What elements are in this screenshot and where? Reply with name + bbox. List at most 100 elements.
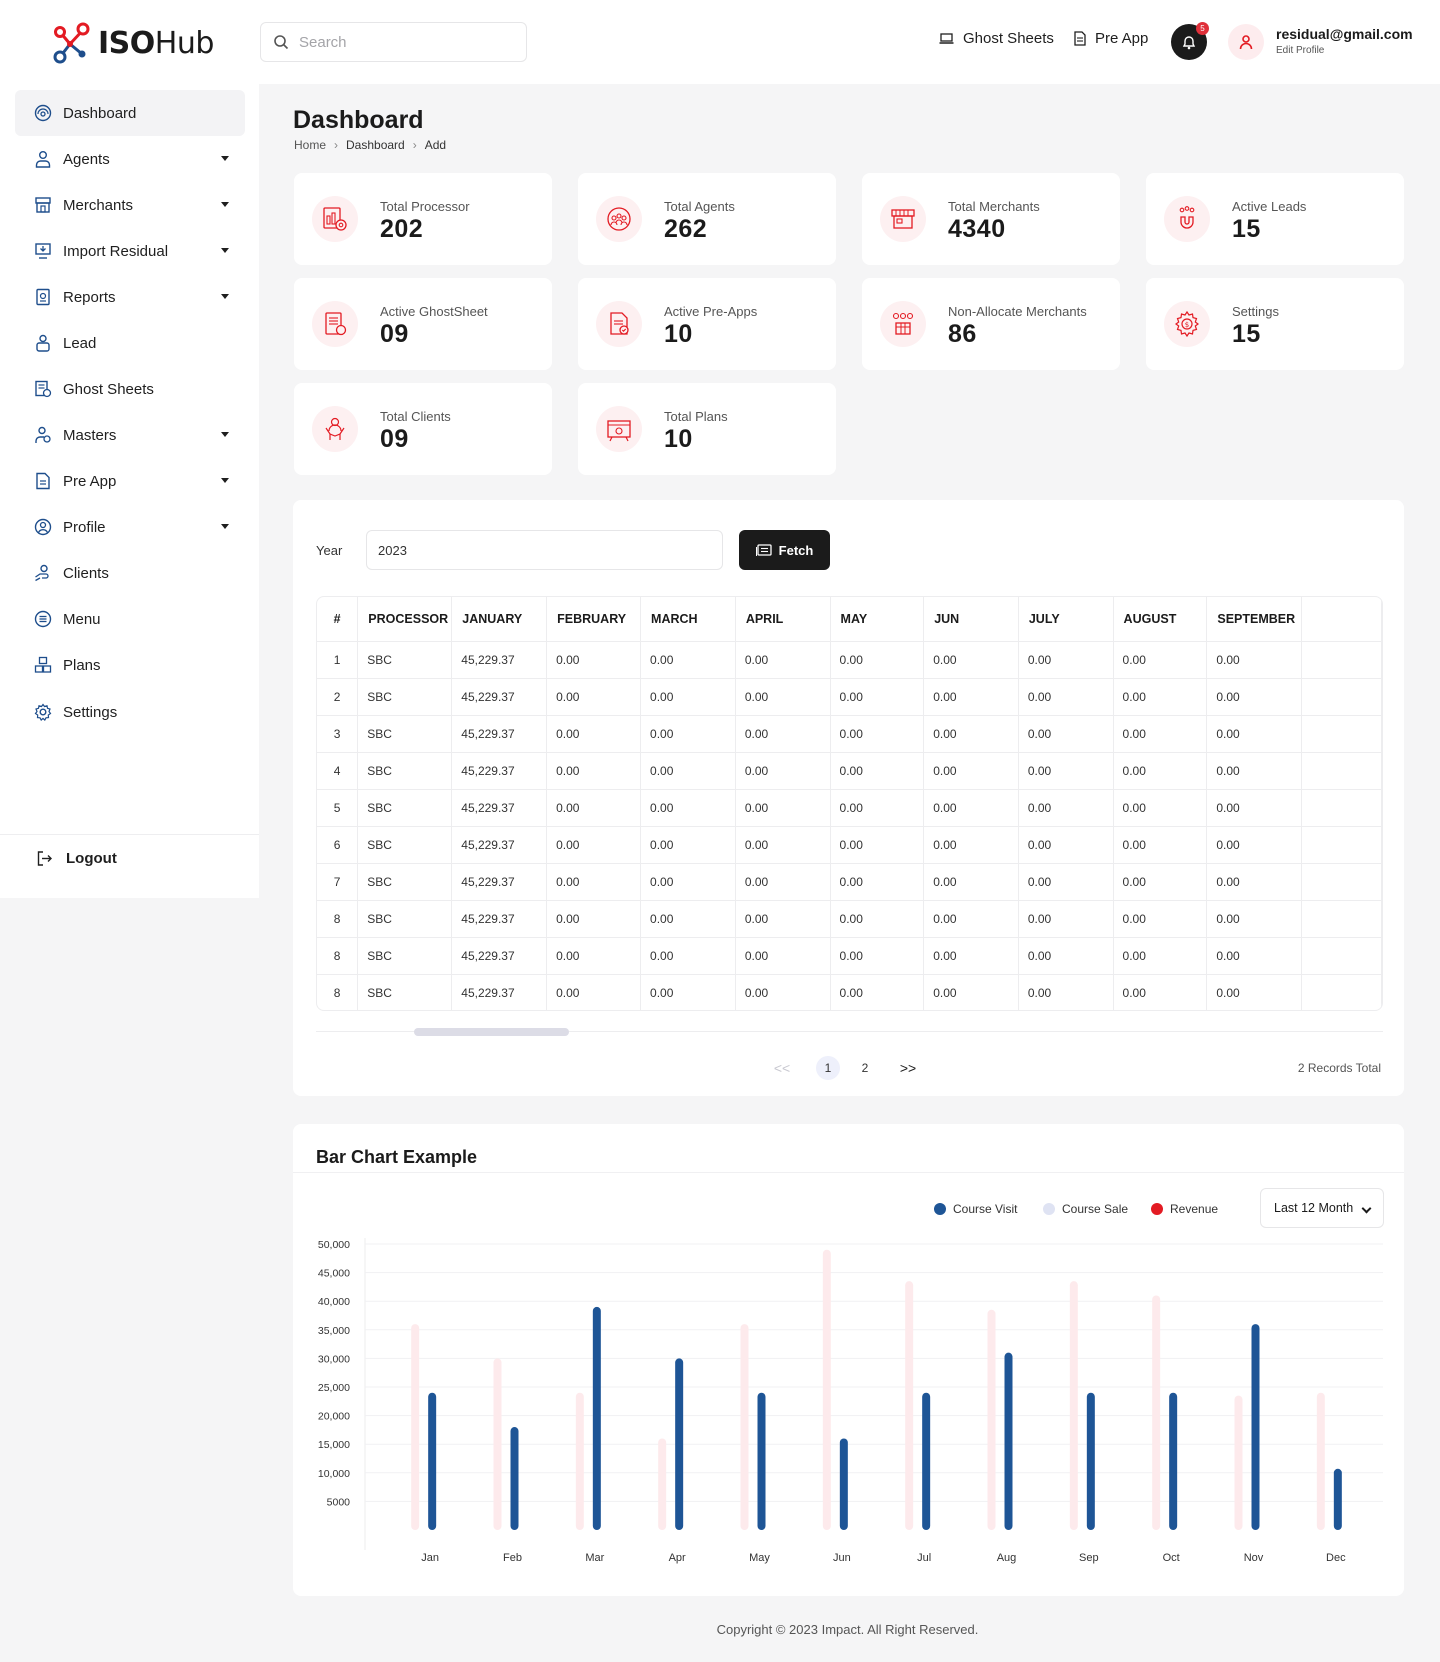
pagination-page-1[interactable]: 1 (816, 1056, 840, 1080)
sidebar-item-settings[interactable]: Settings (15, 689, 245, 735)
stat-label: Active GhostSheet (380, 304, 488, 319)
stat-card-settings[interactable]: $ Settings 15 (1146, 278, 1404, 370)
logout-button[interactable]: Logout (36, 850, 117, 867)
table-cell: 0.00 (735, 974, 831, 1010)
table-cell: 0.00 (1018, 715, 1114, 753)
lead-icon (33, 333, 53, 353)
column-header[interactable]: FEBRUARY (546, 597, 642, 642)
sidebar-item-merchants[interactable]: Merchants (15, 182, 245, 228)
bar-revenue (411, 1324, 420, 1530)
search-input[interactable] (299, 33, 499, 51)
stat-value: 262 (664, 215, 708, 243)
stat-card-active-ghostsheet[interactable]: Active GhostSheet 09 (294, 278, 552, 370)
laptop-icon (939, 33, 954, 44)
stat-card-active-pre-apps[interactable]: Active Pre-Apps 10 (578, 278, 836, 370)
column-header[interactable]: APRIL (735, 597, 831, 642)
table-row[interactable]: 7 SBC 45,229.37 0.00 0.00 0.00 0.00 0.00 0.00 0.0… (317, 863, 1382, 901)
sidebar: Dashboard Agents Merchants Import Residu… (0, 84, 259, 898)
column-header[interactable]: JUN (923, 597, 1019, 642)
sidebar-item-lead[interactable]: Lead (15, 320, 245, 366)
fetch-button[interactable]: Fetch (739, 530, 830, 570)
bar-revenue (493, 1358, 502, 1530)
edit-profile-link[interactable]: Edit Profile (1276, 45, 1325, 56)
table-row[interactable]: 5 SBC 45,229.37 0.00 0.00 0.00 0.00 0.00 0.00 0.0… (317, 789, 1382, 827)
stat-card-total-agents[interactable]: Total Agents 262 (578, 173, 836, 265)
document-icon (33, 471, 53, 491)
column-header[interactable]: SEPTEMBER (1206, 597, 1303, 642)
ghost-sheets-link[interactable]: Ghost Sheets (939, 30, 1054, 47)
stat-card-total-processor[interactable]: Total Processor 202 (294, 173, 552, 265)
sidebar-item-reports[interactable]: Reports (15, 274, 245, 320)
year-input[interactable] (366, 530, 723, 570)
sidebar-item-menu[interactable]: Menu (15, 596, 245, 642)
bell-icon (1182, 36, 1196, 50)
column-header[interactable]: AUGUST (1113, 597, 1208, 642)
column-header[interactable]: PROCESSOR (357, 597, 453, 642)
column-header[interactable]: MARCH (640, 597, 736, 642)
sidebar-item-dashboard[interactable]: Dashboard (15, 90, 245, 136)
column-header[interactable]: MAY (830, 597, 925, 642)
stat-card-total-clients[interactable]: Total Clients 09 (294, 383, 552, 475)
legend-dot (1151, 1203, 1163, 1215)
table-cell: 0.00 (546, 678, 642, 716)
table-row[interactable]: 4 SBC 45,229.37 0.00 0.00 0.00 0.00 0.00 0.00 0.0… (317, 752, 1382, 790)
table-cell: SBC (357, 937, 453, 975)
legend-revenue[interactable]: Revenue (1151, 1202, 1218, 1216)
table-cell: 0.00 (1018, 974, 1114, 1010)
column-header[interactable]: JANUARY (451, 597, 548, 642)
pagination-prev-button[interactable]: << (773, 1060, 791, 1076)
gear-icon (33, 702, 53, 722)
sidebar-item-pre-app[interactable]: Pre App (15, 458, 245, 504)
table-row[interactable]: 3 SBC 45,229.37 0.00 0.00 0.00 0.00 0.00 0.00 0.0… (317, 715, 1382, 753)
table-row[interactable]: 8 SBC 45,229.37 0.00 0.00 0.00 0.00 0.00 0.00 0.0… (317, 937, 1382, 975)
notification-button[interactable]: 5 (1171, 22, 1209, 60)
sidebar-item-ghost-sheets[interactable]: Ghost Sheets (15, 366, 245, 412)
table-row[interactable]: 8 SBC 45,229.37 0.00 0.00 0.00 0.00 0.00 0.00 0.0… (317, 900, 1382, 938)
table-cell: 0.00 (923, 900, 1019, 938)
sidebar-item-import-residual[interactable]: Import Residual (15, 228, 245, 274)
table-cell: SBC (357, 715, 453, 753)
stat-label: Total Plans (664, 409, 728, 424)
stat-card-total-plans[interactable]: Total Plans 10 (578, 383, 836, 475)
stat-card-non-allocate-merchants[interactable]: Non-Allocate Merchants 86 (862, 278, 1120, 370)
table-cell: 0.00 (1206, 826, 1303, 864)
stat-label: Active Leads (1232, 199, 1307, 214)
x-tick-label: Sep (1079, 1552, 1099, 1564)
avatar[interactable] (1228, 24, 1264, 60)
horizontal-scrollbar-track[interactable] (316, 1031, 1383, 1032)
stat-card-active-leads[interactable]: Active Leads 15 (1146, 173, 1404, 265)
search-box[interactable] (260, 22, 527, 62)
breadcrumb-dashboard[interactable]: Dashboard (346, 138, 405, 152)
table-row[interactable]: 1 SBC 45,229.37 0.00 0.00 0.00 0.00 0.00 0.00 0.0… (317, 641, 1382, 679)
horizontal-scrollbar-thumb[interactable] (414, 1028, 569, 1036)
range-select[interactable]: Last 12 Month (1260, 1188, 1384, 1228)
sidebar-item-agents[interactable]: Agents (15, 136, 245, 182)
bar-course-visit (1169, 1392, 1178, 1530)
table-row[interactable]: 8 SBC 45,229.37 0.00 0.00 0.00 0.00 0.00 0.00 0.0… (317, 974, 1382, 1010)
stat-value: 202 (380, 215, 424, 243)
stat-card-total-merchants[interactable]: Total Merchants 4340 (862, 173, 1120, 265)
row-index-cell: 3 (317, 715, 359, 753)
legend-course-visit[interactable]: Course Visit (934, 1202, 1017, 1216)
pre-app-link[interactable]: Pre App (1074, 30, 1148, 47)
pagination-next-button[interactable]: >> (899, 1060, 917, 1076)
breadcrumb-home[interactable]: Home (294, 138, 327, 152)
chevron-down-icon (221, 294, 229, 299)
sidebar-item-plans[interactable]: Plans (15, 642, 245, 688)
table-row[interactable]: 2 SBC 45,229.37 0.00 0.00 0.00 0.00 0.00 0.00 0.0… (317, 678, 1382, 716)
sidebar-item-label: Masters (63, 426, 117, 444)
table-cell: 0.00 (1018, 937, 1114, 975)
sidebar-item-clients[interactable]: Clients (15, 550, 245, 596)
column-header[interactable]: JULY (1018, 597, 1114, 642)
logo[interactable]: ISOHub (50, 20, 214, 66)
chart-divider (293, 1172, 1404, 1173)
column-header[interactable]: # (317, 597, 359, 642)
sidebar-item-profile[interactable]: Profile (15, 504, 245, 550)
sidebar-item-masters[interactable]: Masters (15, 412, 245, 458)
legend-label: Course Sale (1062, 1202, 1129, 1216)
table-row[interactable]: 6 SBC 45,229.37 0.00 0.00 0.00 0.00 0.00 0.00 0.0… (317, 826, 1382, 864)
bar-course-visit (757, 1392, 766, 1530)
legend-course-sale[interactable]: Course Sale (1043, 1202, 1128, 1216)
pagination-page-2[interactable]: 2 (861, 1061, 869, 1075)
x-tick-label: Jul (917, 1552, 931, 1564)
